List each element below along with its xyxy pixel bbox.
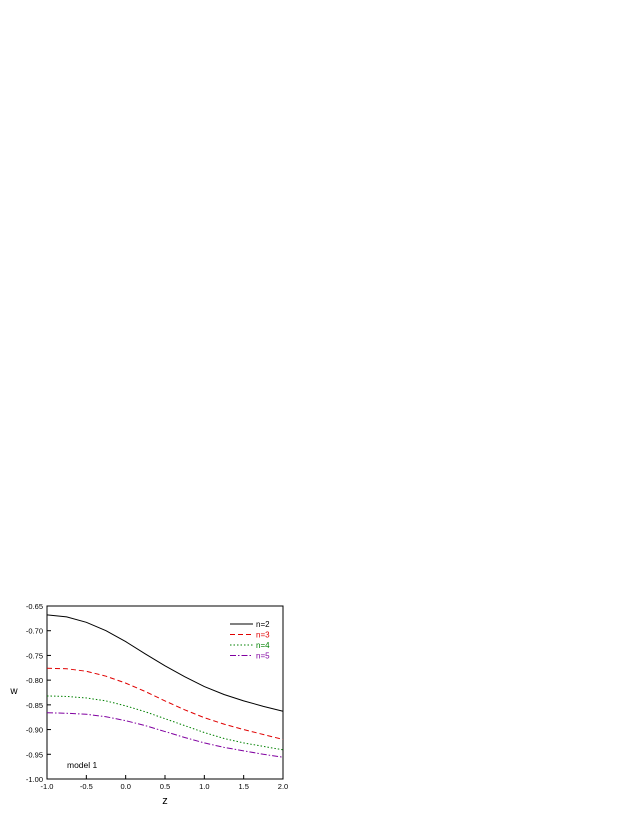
- series-line-n=3: [46, 667, 284, 740]
- series-line-n=5: [46, 712, 284, 758]
- y-tick-label: -0.80: [26, 676, 43, 685]
- x-tick-label: 1.5: [238, 782, 248, 791]
- plot-frame: [46, 605, 284, 780]
- x-axis-label: z: [162, 795, 168, 807]
- y-tick-label: -0.70: [26, 627, 43, 636]
- x-tick-label: 1.0: [199, 782, 209, 791]
- y-tick-label: -0.90: [26, 726, 43, 735]
- y-tick-label: -0.85: [26, 701, 43, 710]
- y-tick-label: -1.00: [26, 775, 43, 784]
- x-tick-label: 2.0: [278, 782, 288, 791]
- legend-label: n=5: [256, 652, 270, 661]
- y-axis-label: w: [9, 686, 18, 697]
- y-tick-label: -0.75: [26, 651, 43, 660]
- series-line-n=2: [46, 614, 284, 712]
- legend-label: n=4: [256, 641, 270, 650]
- x-tick-label: 0.5: [160, 782, 170, 791]
- y-tick-label: -0.95: [26, 750, 43, 759]
- annotation-label: model 1: [67, 760, 98, 770]
- legend-label: n=3: [256, 631, 270, 640]
- y-tick-label: -0.65: [26, 602, 43, 611]
- x-tick-label: 0.0: [120, 782, 130, 791]
- x-tick-label: -1.0: [41, 782, 54, 791]
- series-line-n=4: [46, 695, 284, 751]
- x-tick-label: -0.5: [80, 782, 93, 791]
- legend-label: n=2: [256, 620, 270, 629]
